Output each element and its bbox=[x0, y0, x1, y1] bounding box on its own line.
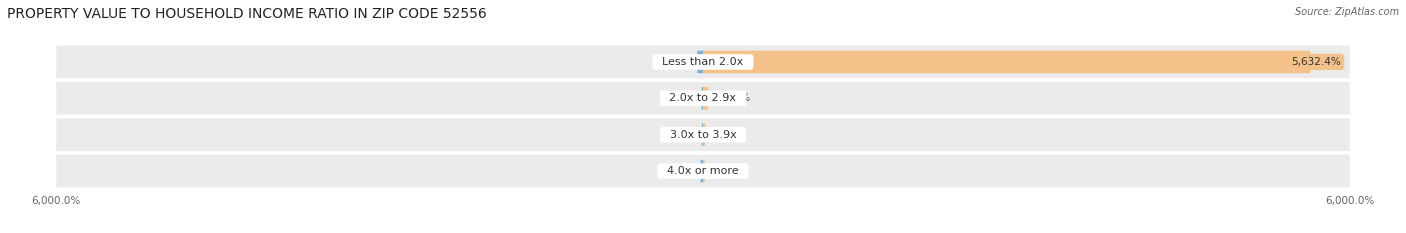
Text: 5,632.4%: 5,632.4% bbox=[1291, 57, 1341, 67]
FancyBboxPatch shape bbox=[697, 51, 703, 73]
FancyBboxPatch shape bbox=[703, 51, 1310, 73]
FancyBboxPatch shape bbox=[56, 118, 1350, 151]
FancyBboxPatch shape bbox=[700, 160, 703, 182]
FancyBboxPatch shape bbox=[56, 82, 1350, 115]
Text: 15.7%: 15.7% bbox=[713, 166, 747, 176]
FancyBboxPatch shape bbox=[703, 87, 709, 110]
Text: Less than 2.0x: Less than 2.0x bbox=[655, 57, 751, 67]
Text: 13.8%: 13.8% bbox=[659, 93, 693, 103]
Text: PROPERTY VALUE TO HOUSEHOLD INCOME RATIO IN ZIP CODE 52556: PROPERTY VALUE TO HOUSEHOLD INCOME RATIO… bbox=[7, 7, 486, 21]
Text: 49.3%: 49.3% bbox=[717, 93, 749, 103]
Text: 52.8%: 52.8% bbox=[655, 57, 689, 67]
FancyBboxPatch shape bbox=[56, 46, 1350, 78]
FancyBboxPatch shape bbox=[703, 160, 704, 182]
Text: 2.0x to 2.9x: 2.0x to 2.9x bbox=[662, 93, 744, 103]
FancyBboxPatch shape bbox=[702, 87, 703, 110]
Text: Source: ZipAtlas.com: Source: ZipAtlas.com bbox=[1295, 7, 1399, 17]
Text: 4.0x or more: 4.0x or more bbox=[661, 166, 745, 176]
FancyBboxPatch shape bbox=[56, 155, 1350, 187]
Text: 19.3%: 19.3% bbox=[714, 130, 747, 140]
Text: 22.3%: 22.3% bbox=[659, 166, 692, 176]
Text: 10.4%: 10.4% bbox=[661, 130, 693, 140]
Text: 3.0x to 3.9x: 3.0x to 3.9x bbox=[662, 130, 744, 140]
FancyBboxPatch shape bbox=[703, 123, 704, 146]
